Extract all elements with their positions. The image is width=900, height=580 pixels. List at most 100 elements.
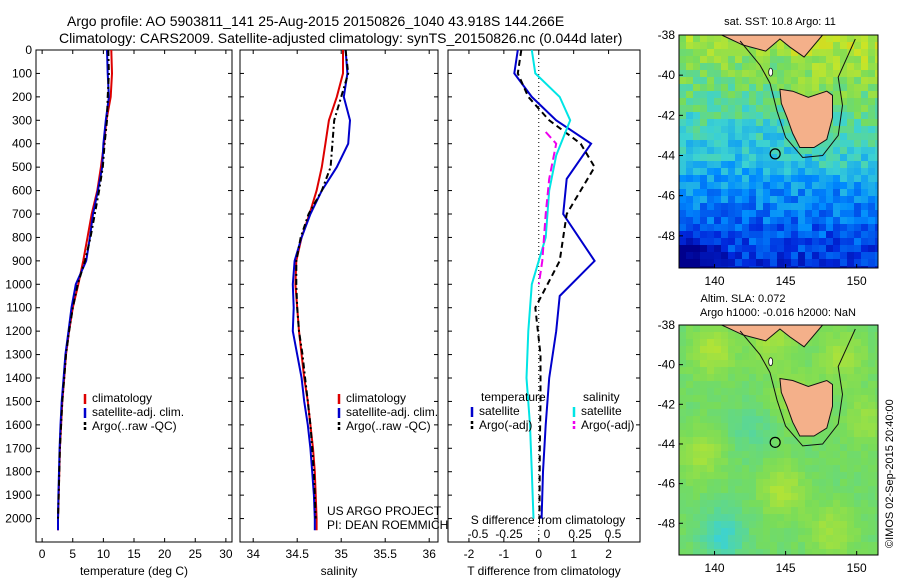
map-cell — [763, 245, 771, 253]
map-cell — [861, 56, 869, 64]
y-tick-label: 2000 — [5, 512, 32, 526]
map-cell — [875, 409, 878, 417]
map-cell — [742, 238, 750, 246]
map-cell — [686, 252, 694, 260]
map-cell — [777, 231, 785, 239]
map-cell — [819, 63, 827, 71]
map-cell — [826, 259, 834, 267]
map-cell — [721, 63, 729, 71]
map-cell — [707, 465, 715, 473]
map-cell — [756, 514, 764, 522]
map-cell — [826, 444, 834, 452]
map-cell — [854, 367, 862, 375]
map-cell — [700, 360, 708, 368]
map-cell — [840, 252, 848, 260]
map-cell — [686, 35, 694, 43]
map-cell — [847, 472, 855, 480]
map-cell — [791, 175, 799, 183]
map-cell — [805, 161, 813, 169]
map-cell — [679, 63, 687, 71]
map-cell — [840, 500, 848, 508]
map-cell — [805, 217, 813, 225]
sla-map-title-line2: Argo h1000: -0.016 h2000: NaN — [700, 307, 856, 319]
map-cell — [840, 119, 848, 127]
map-cell — [728, 444, 736, 452]
map-cell — [742, 360, 750, 368]
map-cell — [735, 42, 743, 50]
map-cell — [847, 119, 855, 127]
map-cell — [833, 84, 841, 92]
map-cell — [679, 252, 687, 260]
map-cell — [833, 430, 841, 438]
map-cell — [840, 217, 848, 225]
map-cell — [728, 353, 736, 361]
map-cell — [805, 224, 813, 232]
map-cell — [707, 542, 715, 550]
map-cell — [728, 507, 736, 515]
map-cell — [693, 381, 701, 389]
map-cell — [700, 70, 708, 78]
map-cell — [749, 63, 757, 71]
map-cell — [679, 259, 687, 267]
map-cell — [728, 140, 736, 148]
map-cell — [735, 437, 743, 445]
map-cell — [791, 217, 799, 225]
map-cell — [777, 42, 785, 50]
map-cell — [714, 479, 722, 487]
map-cell — [679, 535, 687, 543]
map-cell — [763, 346, 771, 354]
map-cell — [819, 472, 827, 480]
map-cell — [861, 339, 869, 347]
map-cell — [728, 182, 736, 190]
map-cell — [777, 266, 785, 268]
map-cell — [833, 119, 841, 127]
map-cell — [847, 224, 855, 232]
map-cell — [861, 416, 869, 424]
map-cell — [749, 367, 757, 375]
map-cell — [819, 458, 827, 466]
map-cell — [763, 252, 771, 260]
map-cell — [833, 224, 841, 232]
map-cell — [868, 224, 876, 232]
map-cell — [812, 458, 820, 466]
map-cell — [735, 395, 743, 403]
map-cell — [700, 182, 708, 190]
map-field — [679, 325, 878, 555]
map-cell — [763, 98, 771, 106]
map-cell — [749, 437, 757, 445]
map-cell — [847, 238, 855, 246]
map-cell — [868, 549, 876, 555]
y-tick-label: 200 — [12, 90, 32, 104]
map-cell — [679, 521, 687, 529]
map-cell — [791, 224, 799, 232]
map-cell — [861, 381, 869, 389]
map-cell — [763, 224, 771, 232]
map-cell — [749, 472, 757, 480]
map-cell — [735, 465, 743, 473]
map-cell — [756, 388, 764, 396]
map-cell — [707, 126, 715, 134]
map-cell — [833, 266, 841, 268]
map-cell — [875, 126, 878, 134]
map-cell — [756, 98, 764, 106]
map-cell — [868, 444, 876, 452]
map-cell — [791, 245, 799, 253]
map-cell — [868, 105, 876, 113]
map-cell — [819, 325, 827, 333]
map-cell — [819, 147, 827, 155]
map-cell — [728, 217, 736, 225]
legend-label: satellite-adj. clim. — [92, 405, 184, 419]
map-cell — [728, 196, 736, 204]
map-cell — [770, 465, 778, 473]
map-cell — [868, 486, 876, 494]
map-cell — [707, 203, 715, 211]
map-cell — [686, 168, 694, 176]
map-cell — [805, 63, 813, 71]
map-cell — [679, 210, 687, 218]
map-cell — [763, 126, 771, 134]
map-cell — [686, 535, 694, 543]
map-cell — [693, 224, 701, 232]
map-cell — [784, 133, 792, 141]
map-cell — [686, 147, 694, 155]
map-cell — [833, 465, 841, 473]
